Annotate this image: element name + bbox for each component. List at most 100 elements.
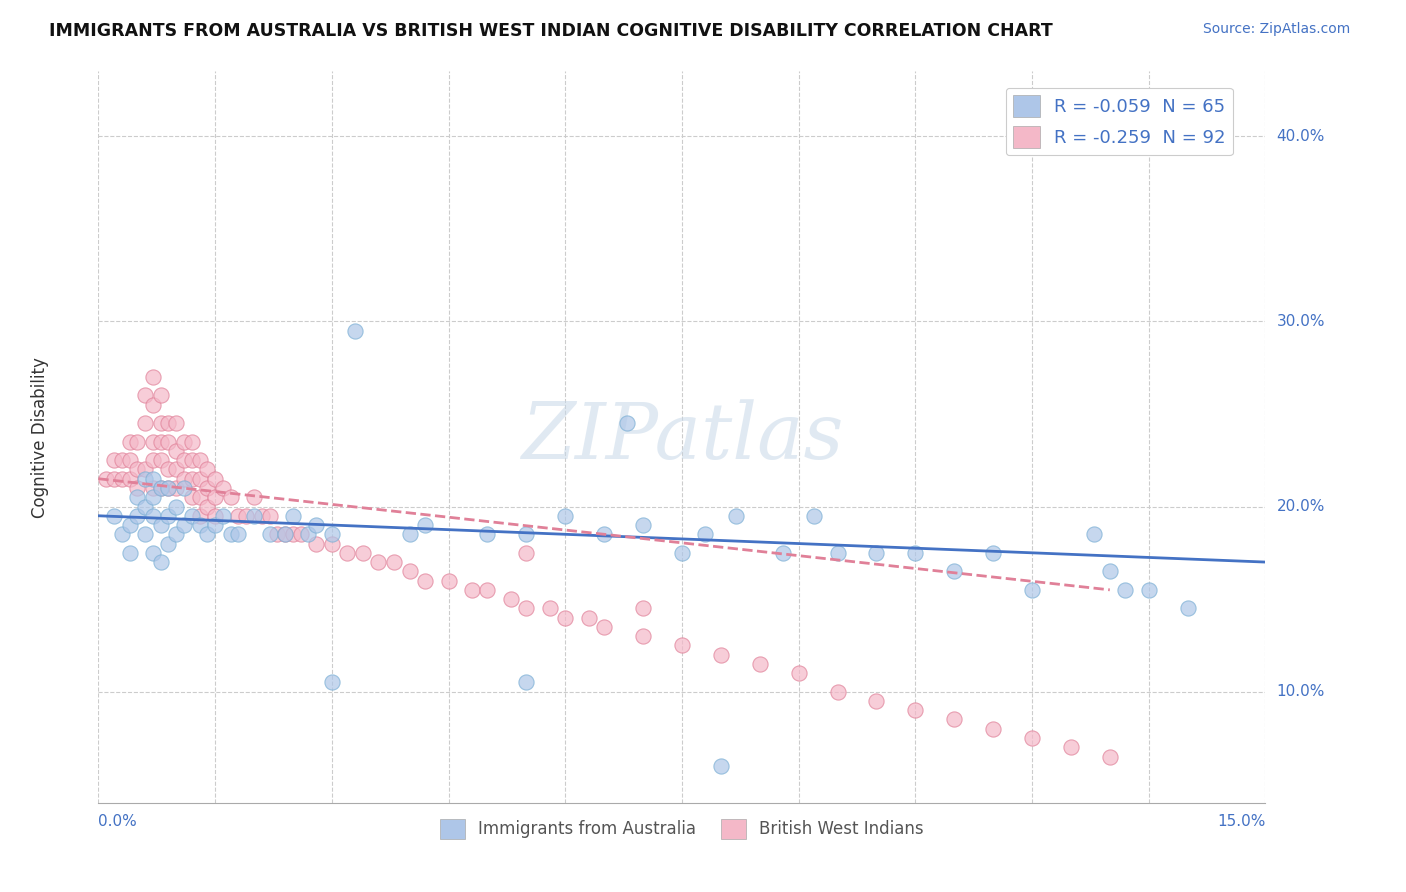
Text: 0.0%: 0.0% [98, 814, 138, 829]
Point [1177, 601, 1199, 615]
Point [180, 453, 202, 467]
Point [118, 546, 141, 560]
Point [1137, 582, 1160, 597]
Point [259, 527, 281, 541]
Point [305, 518, 328, 533]
Point [142, 472, 165, 486]
Point [344, 324, 367, 338]
Point [297, 527, 319, 541]
Point [127, 481, 149, 495]
Point [149, 388, 172, 402]
Point [165, 527, 187, 541]
Text: 40.0%: 40.0% [1277, 128, 1324, 144]
Point [195, 462, 218, 476]
Point [710, 648, 733, 662]
Point [188, 453, 211, 467]
Point [157, 434, 180, 449]
Point [631, 601, 654, 615]
Point [827, 546, 849, 560]
Point [367, 555, 389, 569]
Point [142, 490, 165, 504]
Point [290, 527, 312, 541]
Text: 30.0%: 30.0% [1277, 314, 1324, 329]
Point [981, 546, 1004, 560]
Point [274, 527, 297, 541]
Point [111, 472, 134, 486]
Point [165, 481, 187, 495]
Point [165, 444, 187, 458]
Point [157, 508, 180, 523]
Point [173, 453, 195, 467]
Point [195, 527, 218, 541]
Point [1114, 582, 1136, 597]
Point [477, 582, 499, 597]
Point [103, 472, 125, 486]
Point [188, 518, 211, 533]
Legend: Immigrants from Australia, British West Indians: Immigrants from Australia, British West … [433, 812, 931, 846]
Point [127, 462, 149, 476]
Point [134, 500, 156, 514]
Point [111, 453, 134, 467]
Point [118, 472, 141, 486]
Point [157, 481, 180, 495]
Point [578, 610, 600, 624]
Point [134, 527, 156, 541]
Point [904, 703, 927, 717]
Point [195, 500, 218, 514]
Point [1021, 582, 1043, 597]
Text: IMMIGRANTS FROM AUSTRALIA VS BRITISH WEST INDIAN COGNITIVE DISABILITY CORRELATIO: IMMIGRANTS FROM AUSTRALIA VS BRITISH WES… [49, 22, 1053, 40]
Point [943, 565, 966, 579]
Point [772, 546, 794, 560]
Point [165, 416, 187, 430]
Point [787, 666, 810, 681]
Point [149, 453, 172, 467]
Point [398, 565, 420, 579]
Point [142, 398, 165, 412]
Point [149, 481, 172, 495]
Point [118, 434, 141, 449]
Point [981, 722, 1004, 736]
Point [180, 434, 202, 449]
Point [127, 434, 149, 449]
Point [180, 472, 202, 486]
Point [173, 518, 195, 533]
Point [321, 536, 343, 550]
Point [710, 758, 733, 772]
Point [515, 601, 537, 615]
Point [157, 416, 180, 430]
Point [204, 518, 226, 533]
Point [593, 620, 616, 634]
Point [142, 481, 165, 495]
Point [204, 508, 226, 523]
Point [250, 508, 273, 523]
Point [461, 582, 484, 597]
Point [671, 546, 693, 560]
Point [336, 546, 359, 560]
Text: 20.0%: 20.0% [1277, 499, 1324, 514]
Point [142, 370, 165, 384]
Point [865, 694, 887, 708]
Point [228, 508, 250, 523]
Point [173, 472, 195, 486]
Point [352, 546, 374, 560]
Text: 10.0%: 10.0% [1277, 684, 1324, 699]
Point [1060, 740, 1083, 755]
Point [204, 490, 226, 504]
Point [103, 508, 125, 523]
Point [243, 490, 266, 504]
Point [865, 546, 887, 560]
Point [157, 536, 180, 550]
Text: 15.0%: 15.0% [1218, 814, 1265, 829]
Point [695, 527, 717, 541]
Text: Source: ZipAtlas.com: Source: ZipAtlas.com [1202, 22, 1350, 37]
Point [413, 518, 436, 533]
Point [437, 574, 460, 588]
Point [321, 527, 343, 541]
Point [157, 462, 180, 476]
Point [1098, 749, 1121, 764]
Point [96, 472, 118, 486]
Point [180, 490, 202, 504]
Point [321, 675, 343, 690]
Point [134, 388, 156, 402]
Text: ZIPatlas: ZIPatlas [520, 399, 844, 475]
